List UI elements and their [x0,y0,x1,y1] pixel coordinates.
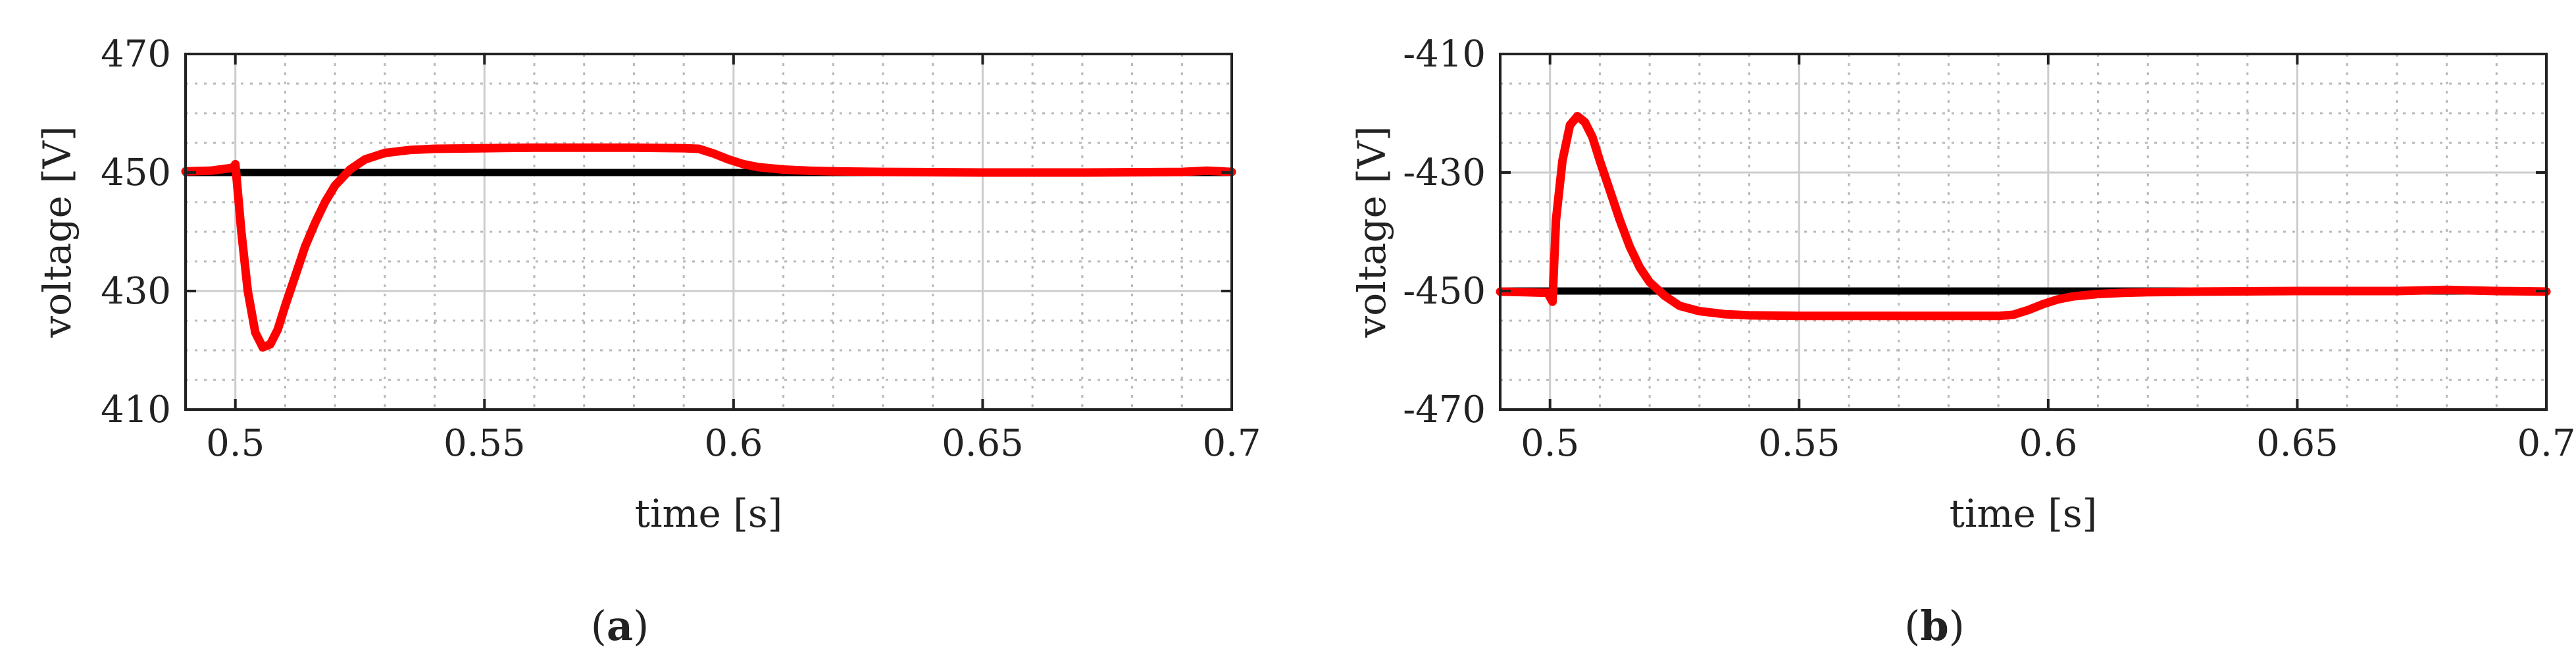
y-tick-label: -410 [1403,33,1486,76]
x-axis-label: time [s] [635,491,783,536]
caption-close-paren: ) [633,602,649,650]
x-tick-label: 0.6 [2019,422,2077,465]
y-axis-label: voltage [V] [35,126,80,338]
x-tick-label: 0.7 [2517,422,2575,465]
x-tick-label: 0.55 [443,422,526,465]
x-axis-label: time [s] [1950,491,2098,536]
x-tick-label: 0.65 [2256,422,2338,465]
plot-frame [184,53,1233,411]
chart-panel-a: 0.5 0.55 0.6 0.65 0.7 410 430 450 470 time [s] vol… [35,33,1261,650]
panel-caption: (a) [591,602,649,650]
y-tick-label: -470 [1403,388,1486,431]
y-tick-label: 450 [101,151,171,194]
y-tick-label: 470 [101,33,171,76]
plot-area [1500,54,2546,410]
chart-panel-b: 0.5 0.55 0.6 0.65 0.7 -470 -450 -430 -410 time [s… [1350,33,2576,650]
caption-letter: b [1920,602,1948,650]
caption-close-paren: ) [1949,602,1965,650]
plot-area [186,54,1232,410]
y-axis-label: voltage [V] [1350,126,1394,338]
measured-line [1496,112,2551,321]
caption-letter: a [607,602,633,650]
x-tick-label: 0.6 [704,422,763,465]
y-tick-label: 430 [101,270,171,313]
y-tick-label: 410 [101,388,171,431]
caption-open-paren: ( [591,602,607,650]
measured-line [181,143,1236,352]
y-tick-label: -450 [1403,270,1486,313]
x-tick-label: 0.5 [1521,422,1579,465]
minor-grid [186,54,1232,410]
x-tick-label: 0.55 [1758,422,1840,465]
x-tick-label: 0.65 [942,422,1024,465]
panel-caption: (b) [1904,602,1965,650]
minor-grid [1500,54,2546,410]
plot-frame [1499,53,2548,411]
x-tick-label: 0.5 [206,422,265,465]
caption-open-paren: ( [1904,602,1920,650]
y-tick-label: -430 [1403,151,1486,194]
x-tick-label: 0.7 [1202,422,1261,465]
